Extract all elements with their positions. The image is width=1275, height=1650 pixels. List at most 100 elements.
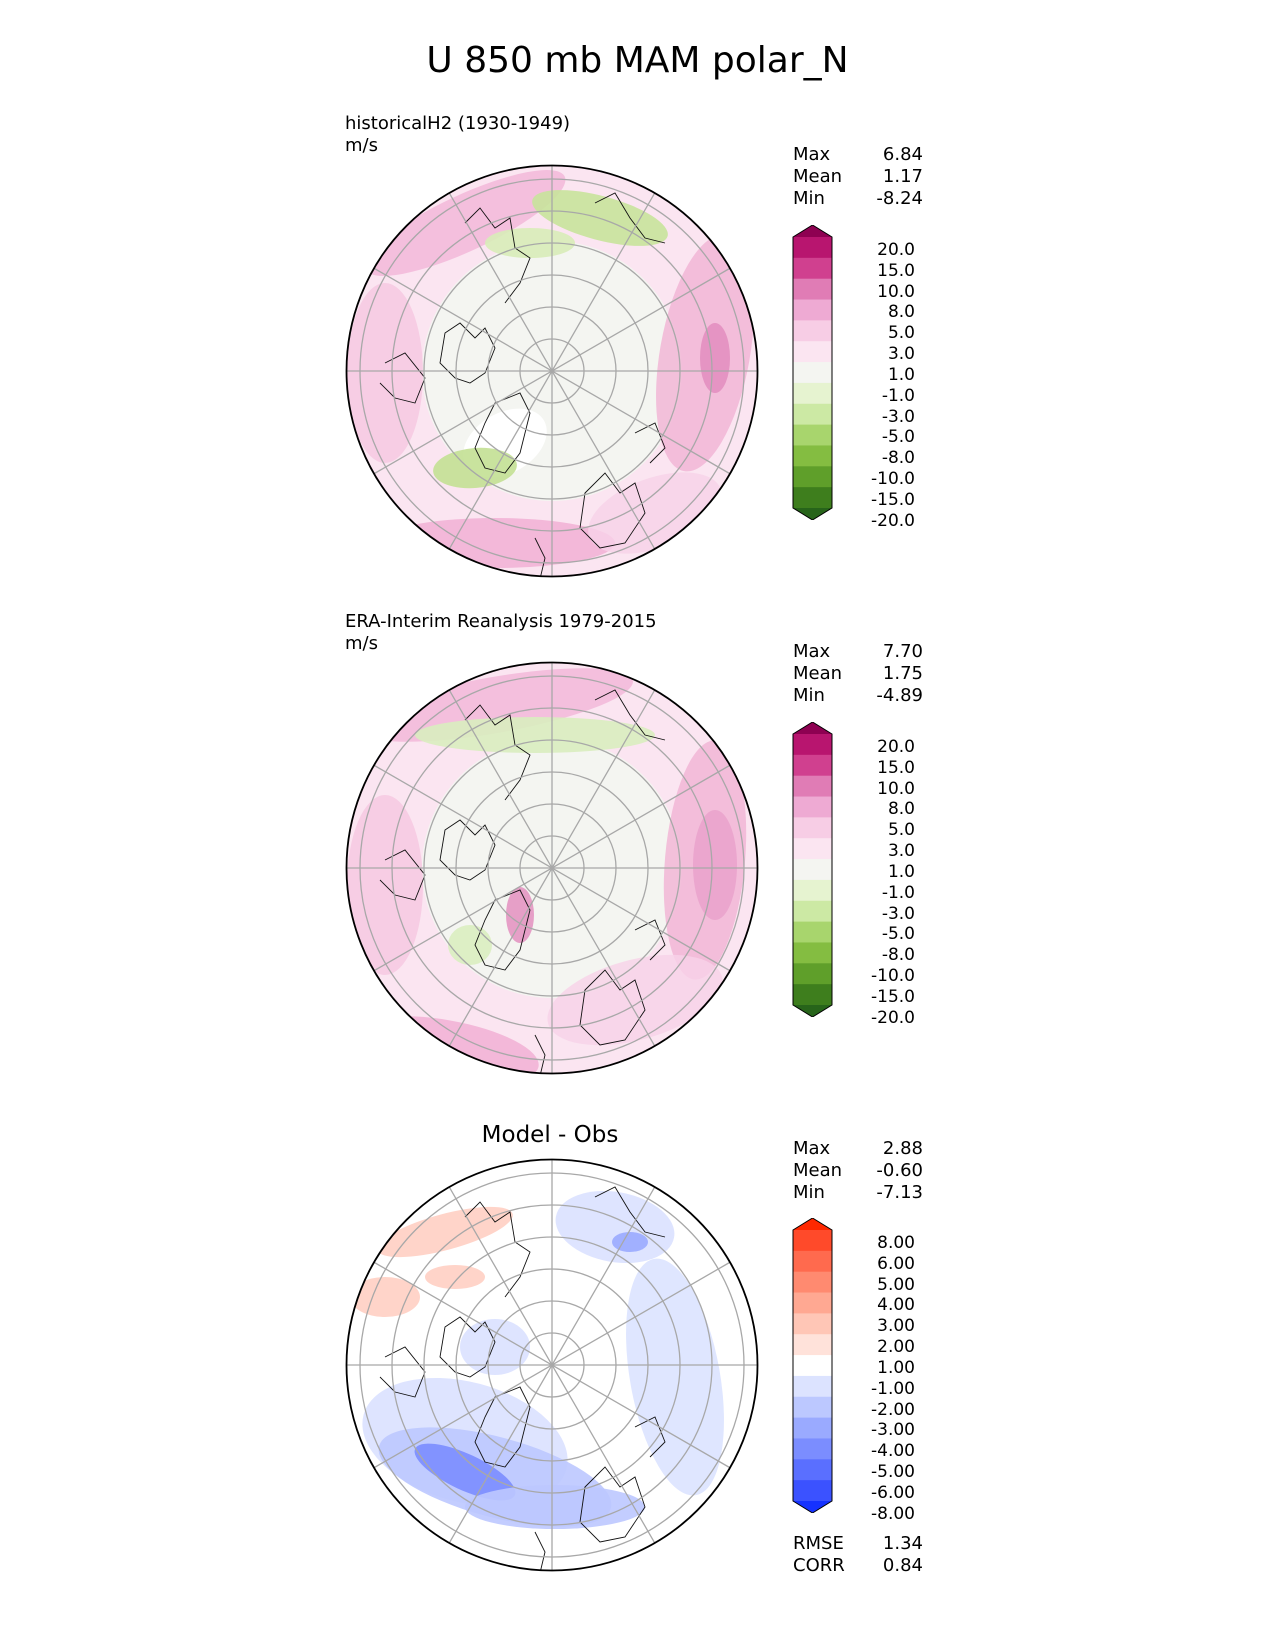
colorbar-band (793, 1355, 832, 1377)
colorbar-band (793, 1417, 832, 1439)
stat-mean: Mean -0.60 (793, 1160, 923, 1181)
colorbar-tick-label: 3.0 (887, 344, 915, 365)
coastline (534, 1034, 546, 1074)
colorbar-tick-label: -5.00 (871, 1462, 915, 1483)
contour-region (612, 1232, 648, 1252)
colorbar-band (793, 775, 832, 798)
colorbar-tick-label: 8.0 (887, 302, 915, 323)
coastline (594, 689, 666, 741)
colorbar-tick-label: -8.0 (881, 945, 915, 966)
colorbar (792, 1218, 833, 1513)
colorbar-band (793, 341, 832, 363)
colorbar-tick-label: 3.00 (877, 1316, 915, 1337)
coastline (534, 1531, 546, 1571)
colorbar-tick-label: 8.00 (877, 1232, 915, 1253)
colorbar-band (793, 817, 832, 839)
coastline (379, 849, 426, 901)
colorbar-band (793, 237, 832, 259)
colorbar-outline (792, 225, 833, 520)
colorbar-extend-max (793, 225, 832, 237)
stat-min: Min -4.89 (793, 685, 923, 706)
coastline (379, 1346, 426, 1398)
coastline (579, 969, 646, 1046)
map-boundary (345, 661, 759, 1075)
colorbar-tick-label: -15.0 (871, 490, 915, 510)
colorbar-band (793, 362, 832, 384)
map-boundary (345, 164, 759, 578)
polar-map (345, 1158, 759, 1572)
polar-map (345, 164, 759, 578)
colorbar-tick-label: -8.00 (871, 1503, 915, 1524)
coastline (579, 472, 646, 549)
coastline (464, 207, 531, 304)
colorbar-tick-label: 1.0 (887, 364, 915, 385)
colorbar-tick-label: -5.0 (881, 427, 915, 448)
colorbar-band (793, 1459, 832, 1481)
colorbar (792, 722, 833, 1017)
colorbar-extend-min (793, 1005, 832, 1017)
colorbar (792, 225, 833, 520)
coastline (474, 392, 531, 474)
colorbar-extend-max (793, 1218, 832, 1230)
colorbar-tick-label: -1.0 (881, 385, 915, 406)
contour-region (693, 810, 737, 920)
colorbar-tick-label: 5.0 (887, 323, 915, 344)
colorbar-band (793, 1313, 832, 1335)
colorbar-tick-label: 20.0 (877, 239, 915, 260)
figure-title: U 850 mb MAM polar_N (426, 40, 849, 81)
colorbar-band (793, 859, 832, 881)
colorbar-band (793, 424, 832, 446)
panel-subtitle: Model - Obs (481, 1122, 619, 1148)
colorbar-band (793, 754, 832, 777)
contour-region (448, 925, 492, 965)
colorbar-band (793, 320, 832, 342)
colorbar-tick-label: -3.0 (881, 406, 915, 427)
colorbar-tick-label: 5.00 (877, 1274, 915, 1295)
colorbar-band (793, 984, 832, 1006)
colorbar-band (793, 1375, 832, 1398)
panel-model: historicalH2 (1930-1949) m/s Max 6.84 Mea… (0, 0, 1275, 578)
colorbar-tick-label: 20.0 (877, 736, 915, 757)
colorbar-band (793, 257, 832, 280)
colorbar-band (793, 1292, 832, 1314)
colorbar-tick-label: 2.00 (877, 1337, 915, 1358)
contour-region (415, 717, 655, 753)
colorbar-band (793, 278, 832, 301)
colorbar-band (793, 963, 832, 985)
coastline (379, 352, 426, 404)
contour-region (626, 1258, 724, 1496)
longitude-line (448, 192, 656, 550)
contour-region (425, 1265, 485, 1289)
panel-subtitle: ERA-Interim Reanalysis 1979-2015 (345, 611, 657, 632)
stat-mean: Mean 1.75 (793, 663, 923, 684)
colorbar-tick-label: -3.00 (871, 1420, 915, 1441)
contour-region (700, 323, 730, 393)
colorbar-band (793, 838, 832, 860)
colorbar-tick-label: 10.0 (877, 281, 915, 302)
colorbar-band (793, 466, 832, 488)
colorbar-tick-label: 8.0 (887, 799, 915, 820)
colorbar-band (793, 1250, 832, 1273)
colorbar-extend-min (793, 508, 832, 520)
stat-max: Max 2.88 (793, 1138, 923, 1159)
colorbar-tick-label: 1.0 (887, 861, 915, 882)
stat-mean: Mean 1.17 (793, 166, 923, 187)
colorbar-band (793, 1271, 832, 1294)
contour-region (506, 887, 534, 943)
colorbar-tick-label: -15.0 (871, 987, 915, 1007)
colorbar-tick-label: -1.00 (871, 1378, 915, 1399)
stats-block: Max 7.70 Mean 1.75 Min -4.89 (793, 641, 923, 707)
colorbar-tick-label: -5.0 (881, 924, 915, 945)
metric-corr: CORR 0.84 (793, 1555, 923, 1576)
colorbar-tick-label: 5.0 (887, 820, 915, 841)
colorbar-tick-label: 3.0 (887, 841, 915, 862)
coastline (474, 889, 531, 971)
panel-units: m/s (345, 633, 378, 654)
colorbar-band (793, 900, 832, 923)
coastline (579, 1466, 646, 1543)
colorbar-outline (792, 722, 833, 1017)
colorbar-band (793, 1480, 832, 1502)
colorbar-band (793, 734, 832, 756)
coastline (634, 1416, 666, 1458)
longitude-line (448, 689, 656, 1047)
